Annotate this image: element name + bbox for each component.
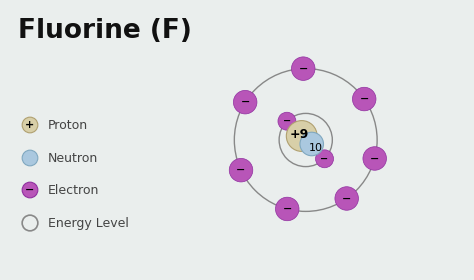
Text: Neutron: Neutron <box>48 151 98 165</box>
Circle shape <box>278 112 296 130</box>
Text: −: − <box>342 193 351 204</box>
Text: Proton: Proton <box>48 118 88 132</box>
Text: −: − <box>370 153 379 164</box>
Text: −: − <box>283 116 291 126</box>
Text: −: − <box>240 97 250 107</box>
Text: −: − <box>25 185 35 195</box>
Text: +: + <box>26 120 35 130</box>
Circle shape <box>316 150 334 168</box>
Circle shape <box>229 158 253 182</box>
Circle shape <box>22 182 38 198</box>
Text: +9: +9 <box>290 127 310 141</box>
Text: −: − <box>320 154 328 164</box>
Circle shape <box>233 90 257 114</box>
Circle shape <box>292 57 315 80</box>
Text: Fluorine (F): Fluorine (F) <box>18 18 192 44</box>
Circle shape <box>22 117 38 133</box>
Circle shape <box>353 87 376 111</box>
Text: −: − <box>360 94 369 104</box>
Circle shape <box>363 147 386 170</box>
Text: −: − <box>283 204 292 214</box>
Text: 10: 10 <box>309 143 323 153</box>
Text: −: − <box>237 165 246 175</box>
Circle shape <box>22 150 38 166</box>
Text: Energy Level: Energy Level <box>48 216 129 230</box>
Circle shape <box>22 215 38 231</box>
Circle shape <box>286 121 317 151</box>
Text: Electron: Electron <box>48 183 99 197</box>
Circle shape <box>275 197 299 221</box>
Circle shape <box>300 132 323 156</box>
Circle shape <box>335 187 358 210</box>
Text: −: − <box>299 64 308 74</box>
